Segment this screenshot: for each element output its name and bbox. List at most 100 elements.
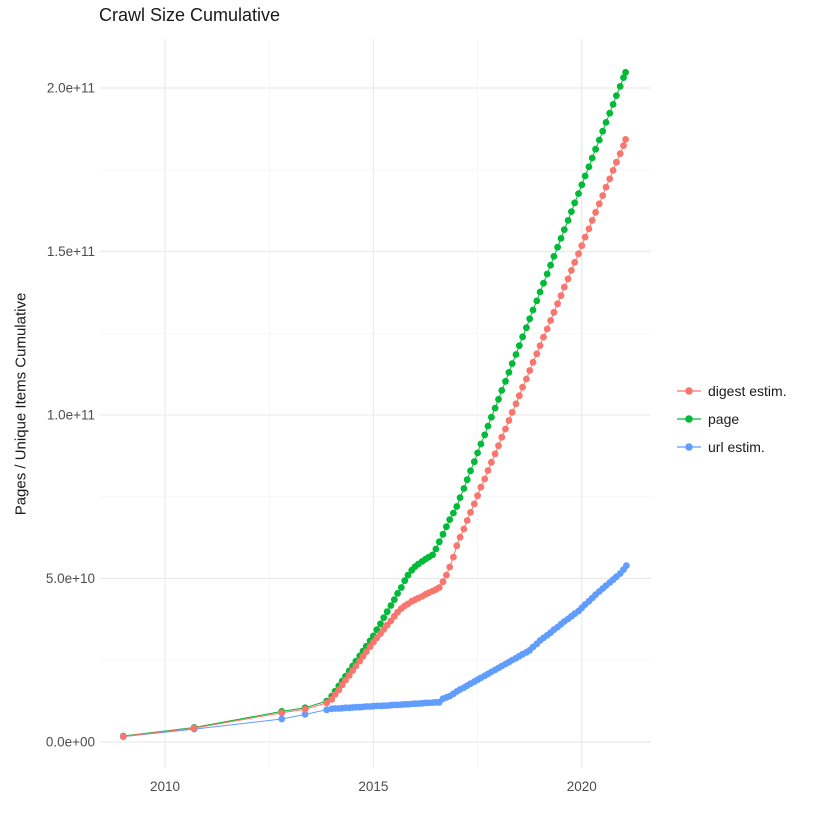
- data-point: [550, 253, 558, 260]
- data-point: [592, 208, 599, 216]
- legend-item-url-estim: url estim.: [676, 437, 787, 456]
- series-line-url-estim: [123, 565, 627, 738]
- data-point: [453, 503, 461, 510]
- data-point: [602, 119, 610, 126]
- data-point: [446, 563, 454, 571]
- data-point: [338, 681, 346, 689]
- data-point: [523, 324, 530, 332]
- data-point: [512, 400, 520, 408]
- data-point: [613, 92, 620, 99]
- data-point: [609, 167, 617, 174]
- data-point: [547, 317, 554, 324]
- data-point: [526, 315, 534, 323]
- data-point: [547, 261, 554, 269]
- data-point: [519, 383, 526, 391]
- data-point: [599, 192, 607, 200]
- legend-key-dot: [685, 414, 693, 423]
- data-point: [495, 395, 502, 403]
- data-point: [609, 101, 617, 108]
- data-point: [554, 300, 561, 308]
- data-point: [588, 217, 596, 224]
- data-point: [439, 578, 447, 586]
- data-point: [470, 500, 478, 508]
- x-tick-label: 2020: [567, 779, 597, 794]
- legend-item-label: page: [708, 410, 740, 427]
- data-point: [585, 163, 593, 171]
- data-point: [536, 342, 544, 349]
- data-point: [568, 208, 575, 216]
- data-point: [488, 458, 495, 466]
- data-point: [453, 542, 461, 550]
- data-point: [352, 662, 360, 670]
- data-point: [467, 509, 474, 516]
- data-point: [595, 200, 603, 208]
- data-point: [342, 676, 349, 684]
- data-point: [450, 553, 457, 561]
- data-point: [575, 250, 582, 258]
- data-point: [484, 467, 492, 474]
- data-point: [606, 109, 614, 117]
- data-point: [484, 422, 492, 430]
- data-point: [560, 226, 568, 234]
- data-point: [474, 492, 481, 500]
- data-point: [581, 172, 589, 180]
- data-point: [356, 657, 364, 665]
- data-point: [515, 392, 523, 400]
- data-point: [616, 83, 624, 90]
- legend-item-page: page: [676, 409, 787, 428]
- data-point: [554, 243, 561, 251]
- series-line-digest-estim: [123, 139, 627, 737]
- legend-item-label: digest estim.: [708, 382, 787, 399]
- data-point: [502, 377, 509, 385]
- data-point: [491, 404, 499, 412]
- data-point: [190, 724, 198, 732]
- data-point: [620, 74, 627, 81]
- y-tick-label: 5.0e+10: [46, 571, 95, 586]
- data-point: [523, 375, 530, 383]
- data-point: [432, 545, 440, 553]
- data-point: [540, 279, 547, 287]
- data-point: [467, 467, 474, 475]
- data-point: [278, 709, 286, 717]
- data-point: [540, 333, 547, 341]
- data-point: [470, 458, 478, 466]
- data-point: [278, 715, 286, 723]
- data-point: [606, 175, 614, 183]
- data-point: [592, 145, 599, 153]
- data-point: [575, 190, 582, 198]
- data-point: [429, 551, 436, 559]
- data-point: [560, 283, 568, 291]
- legend-item-label: url estim.: [708, 438, 765, 455]
- data-point: [328, 695, 336, 703]
- data-point: [526, 367, 534, 374]
- data-point: [460, 485, 468, 492]
- legend-key-dot: [685, 442, 693, 451]
- y-tick-label: 1.0e+11: [47, 407, 95, 422]
- data-point: [446, 516, 454, 523]
- data-point: [498, 433, 506, 441]
- data-point: [519, 333, 526, 341]
- y-tick-label: 2.0e+11: [47, 81, 95, 96]
- data-point: [581, 233, 589, 241]
- data-point: [450, 509, 457, 517]
- legend: digest estim. page url estim.: [676, 381, 787, 465]
- data-point: [439, 530, 447, 538]
- data-point: [397, 584, 405, 591]
- data-point: [460, 525, 468, 533]
- data-point: [620, 142, 627, 150]
- data-point: [481, 431, 489, 439]
- data-point: [474, 449, 481, 457]
- chart-title: Crawl Size Cumulative: [99, 5, 281, 25]
- data-point: [456, 494, 464, 501]
- data-point: [564, 217, 572, 224]
- data-point: [564, 275, 572, 283]
- data-point: [508, 408, 516, 416]
- data-point: [456, 533, 464, 541]
- data-point: [568, 267, 575, 274]
- data-point: [557, 235, 565, 242]
- data-point: [613, 158, 620, 166]
- legend-key-dot: [685, 386, 693, 395]
- data-point: [119, 732, 127, 740]
- data-point: [498, 387, 506, 394]
- data-point: [377, 620, 384, 628]
